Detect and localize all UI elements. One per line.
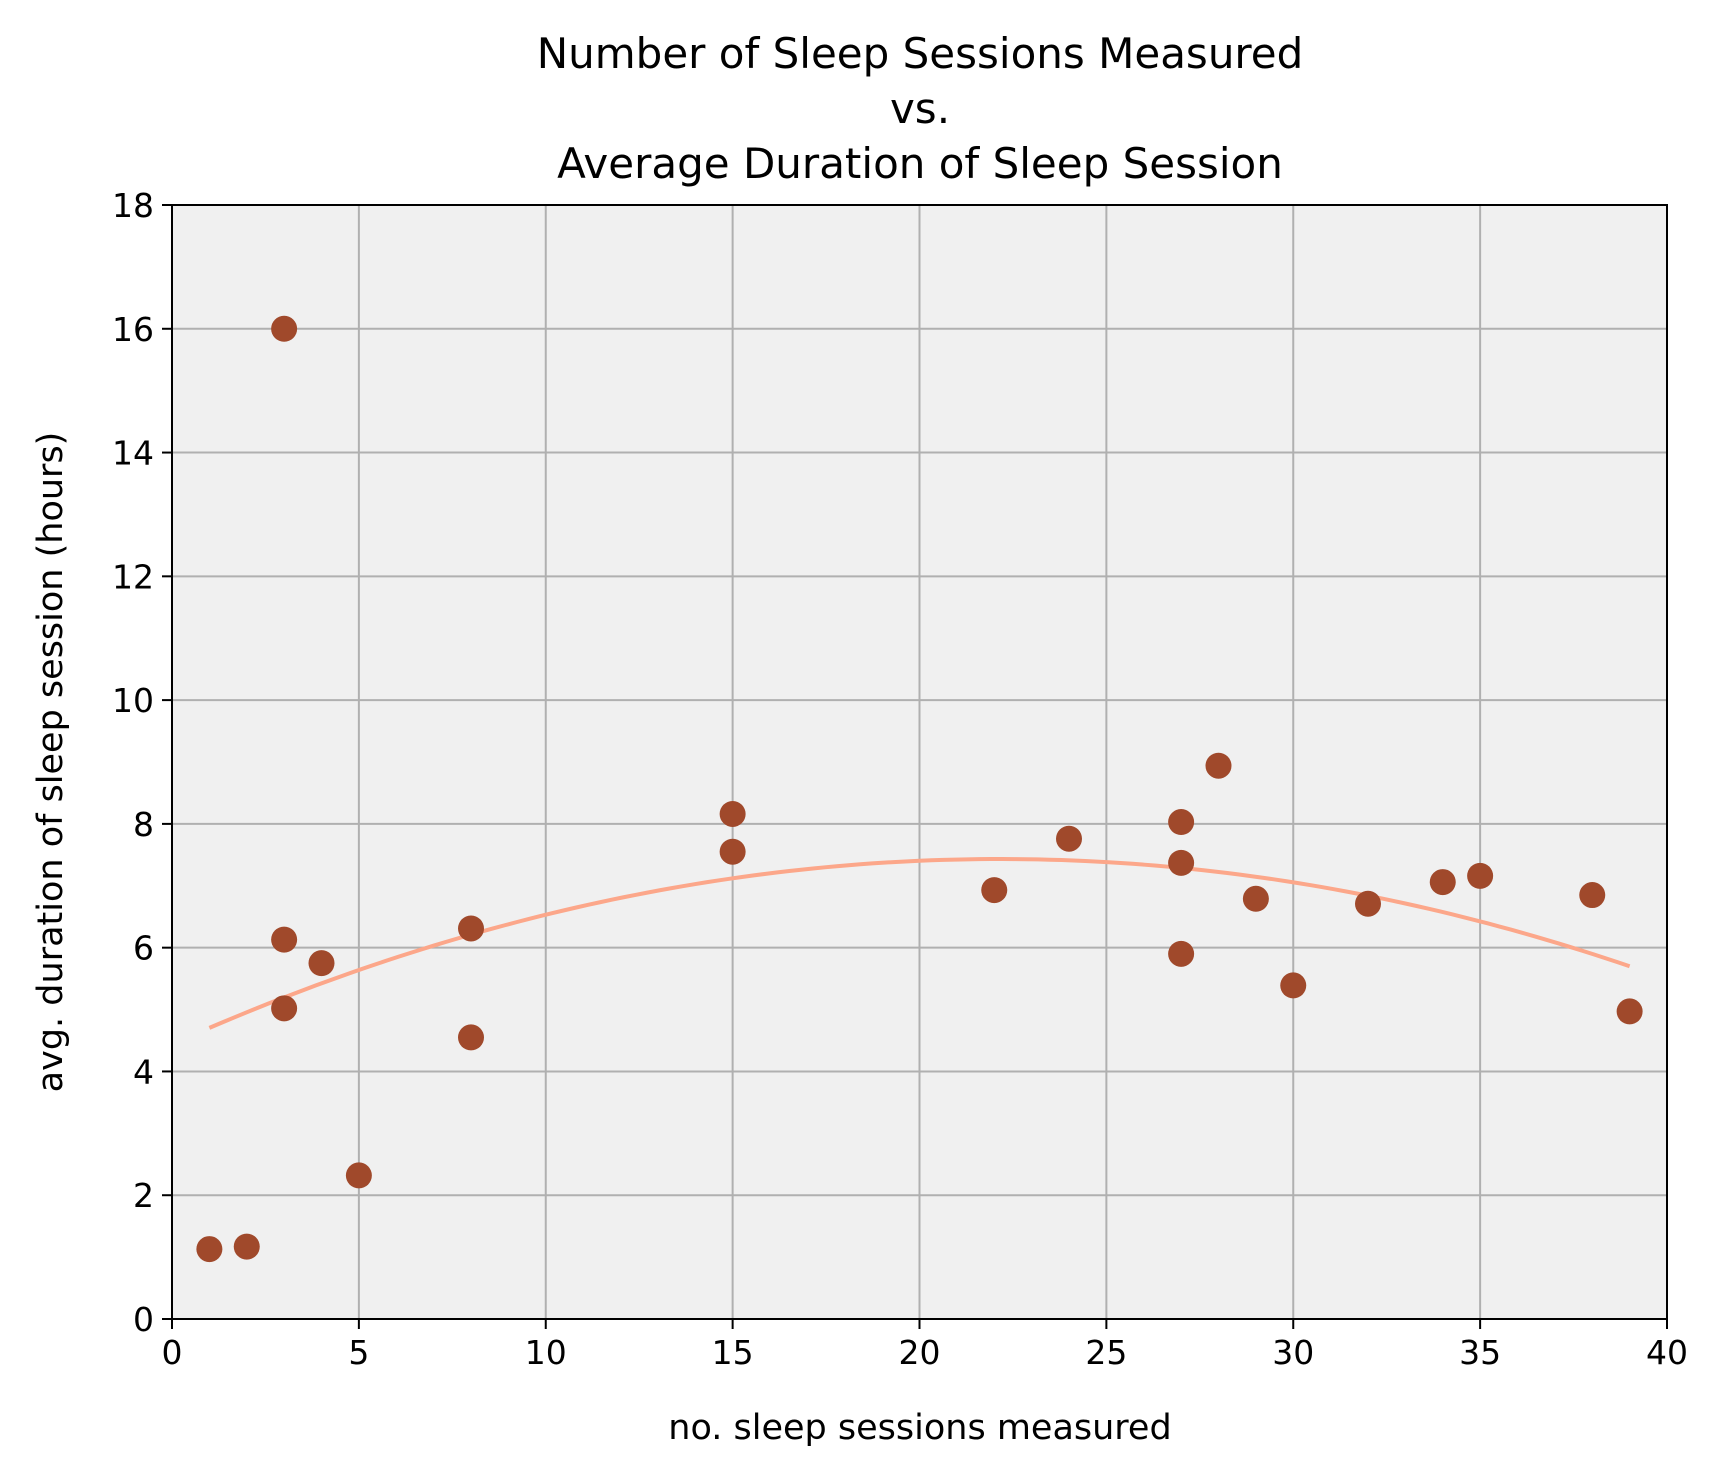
- x-tick-label: 20: [899, 1333, 941, 1372]
- y-tick-label: 10: [112, 681, 154, 720]
- data-point: [1616, 998, 1643, 1025]
- data-point: [719, 800, 746, 827]
- data-point: [719, 838, 746, 865]
- data-point: [1355, 890, 1381, 917]
- data-point: [981, 877, 1008, 904]
- trend-line: [208, 857, 1631, 1030]
- points-layer: [196, 315, 1643, 1263]
- y-tick-label: 4: [133, 1052, 154, 1091]
- x-tick-label: 0: [162, 1333, 183, 1372]
- data-point: [1429, 869, 1456, 896]
- data-point: [1280, 972, 1307, 999]
- data-point: [196, 1236, 223, 1263]
- x-axis-ticks: 0 5 10 15 20 25 30 35 40: [162, 1319, 1688, 1372]
- data-point: [1467, 862, 1494, 889]
- data-point: [458, 1024, 484, 1051]
- trend-layer: [208, 857, 1631, 1030]
- y-axis-ticks: 0 2 4 6 8 10 12 14 16 18: [112, 186, 172, 1339]
- y-tick-label: 16: [112, 310, 154, 349]
- y-tick-label: 14: [112, 434, 154, 473]
- data-point: [308, 950, 335, 977]
- data-point: [1056, 825, 1082, 852]
- x-tick-label: 35: [1459, 1333, 1501, 1372]
- x-tick-label: 5: [348, 1333, 369, 1372]
- x-tick-label: 30: [1272, 1333, 1314, 1372]
- data-point: [233, 1233, 260, 1260]
- x-tick-label: 15: [712, 1333, 754, 1372]
- y-tick-label: 6: [133, 929, 154, 968]
- chart-title-line-3: Average Duration of Sleep Session: [557, 139, 1283, 188]
- data-point: [1168, 849, 1195, 876]
- chart-title-line-1: Number of Sleep Sessions Measured: [537, 29, 1304, 78]
- data-point: [345, 1162, 372, 1189]
- x-axis-label: no. sleep sessions measured: [668, 1408, 1171, 1448]
- data-point: [1579, 882, 1606, 909]
- data-point: [271, 995, 298, 1022]
- x-tick-label: 25: [1085, 1333, 1127, 1372]
- x-tick-label: 10: [525, 1333, 567, 1372]
- y-axis-label: avg. duration of sleep session (hours): [31, 432, 71, 1093]
- data-point: [271, 315, 298, 342]
- data-point: [1168, 940, 1195, 967]
- data-point: [458, 915, 484, 942]
- x-tick-label: 40: [1646, 1333, 1688, 1372]
- y-tick-label: 12: [112, 557, 154, 596]
- y-tick-label: 0: [133, 1300, 154, 1339]
- data-point: [1242, 885, 1269, 912]
- chart-title-line-2: vs.: [890, 84, 950, 133]
- data-point: [271, 926, 298, 953]
- y-tick-label: 18: [112, 186, 154, 225]
- y-tick-label: 8: [133, 805, 154, 844]
- data-point: [1168, 809, 1195, 836]
- data-point: [1205, 752, 1232, 779]
- y-tick-label: 2: [133, 1176, 154, 1215]
